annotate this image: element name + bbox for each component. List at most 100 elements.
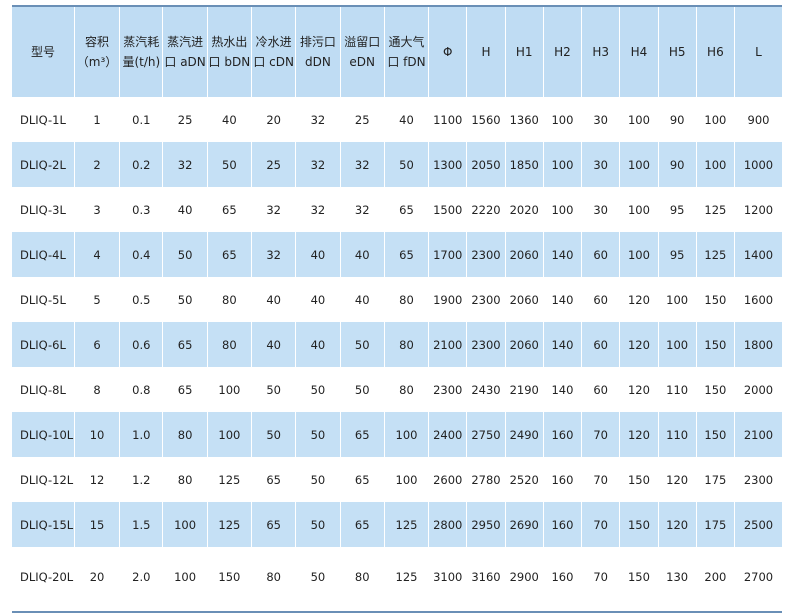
table-cell: 1.5 bbox=[119, 502, 163, 547]
column-header-line: 热水出 bbox=[211, 35, 248, 49]
table-cell: 65 bbox=[339, 412, 385, 457]
table-cell: 100 bbox=[657, 322, 697, 367]
column-header-line: Φ bbox=[443, 45, 453, 59]
table-row: DLIQ-6L 6 0.6 65 80 40 40 50 80 2100 2300 2060 140 60… bbox=[12, 322, 782, 367]
table-cell: 40 bbox=[250, 322, 296, 367]
table-cell: 140 bbox=[542, 367, 582, 412]
table-cell: 2100 bbox=[428, 322, 467, 367]
table-cell: 80 bbox=[206, 322, 252, 367]
table-cell: 4 bbox=[73, 232, 120, 277]
table-row: DLIQ-4L 4 0.4 50 65 32 40 40 65 1700 2300 2060 140 60… bbox=[12, 232, 782, 277]
table-cell: 2060 bbox=[504, 322, 544, 367]
table-cell: 40 bbox=[295, 232, 341, 277]
table-cell: 80 bbox=[162, 412, 208, 457]
column-header: 冷水进口 cDN bbox=[250, 7, 296, 97]
table-cell: 50 bbox=[295, 412, 341, 457]
table-cell: 2800 bbox=[428, 502, 467, 547]
table-cell: 1400 bbox=[734, 232, 782, 277]
table-cell: 80 bbox=[339, 547, 385, 607]
table-cell: 40 bbox=[295, 322, 341, 367]
table-cell: 80 bbox=[162, 457, 208, 502]
table-cell: 0.4 bbox=[119, 232, 163, 277]
table-cell: 900 bbox=[734, 97, 782, 142]
column-header-line: H bbox=[481, 45, 491, 59]
table-row: DLIQ-1L 1 0.1 25 40 20 32 25 40 1100 1560 1360 100 30… bbox=[12, 97, 782, 142]
column-header-line: 型号 bbox=[30, 45, 55, 59]
table-cell: 60 bbox=[581, 232, 620, 277]
table-cell: 2300 bbox=[466, 322, 506, 367]
table-cell: 2300 bbox=[466, 277, 506, 322]
column-header-line: H2 bbox=[554, 45, 571, 59]
table-cell: 150 bbox=[619, 457, 659, 502]
table-cell: 50 bbox=[295, 457, 341, 502]
table-cell: 15 bbox=[73, 502, 120, 547]
table-cell: 60 bbox=[581, 322, 620, 367]
table-cell: 0.6 bbox=[119, 322, 163, 367]
table-cell: 90 bbox=[657, 97, 697, 142]
table-cell: 125 bbox=[206, 502, 252, 547]
model-cell: DLIQ-5L bbox=[20, 292, 66, 307]
table-cell: 70 bbox=[581, 457, 620, 502]
header-row: 型号 容积 （m³） 蒸汽耗 量(t/h) 蒸汽进口 aDN 热水出口 bDN 冷水进口 cD… bbox=[12, 7, 782, 97]
column-header-line: 蒸汽耗 bbox=[123, 35, 160, 49]
table-cell: 65 bbox=[250, 502, 296, 547]
table-row: DLIQ-10L 10 1.0 80 100 50 50 65 100 2400 2750 2490 1… bbox=[12, 412, 782, 457]
table-cell: 2430 bbox=[466, 367, 506, 412]
table-cell: 32 bbox=[295, 142, 341, 187]
column-header-line: 排污口 bbox=[299, 35, 336, 49]
table-cell: 80 bbox=[383, 322, 429, 367]
table-cell: 80 bbox=[206, 277, 252, 322]
table-cell: 5 bbox=[73, 277, 120, 322]
column-header-line: 口 bDN bbox=[208, 55, 251, 69]
table-cell: 100 bbox=[695, 97, 735, 142]
table-cell: 150 bbox=[695, 277, 735, 322]
table-cell: 2690 bbox=[504, 502, 544, 547]
table-cell: 160 bbox=[542, 457, 582, 502]
table-cell: 65 bbox=[206, 187, 252, 232]
column-header-line: 溢留口 bbox=[344, 35, 381, 49]
table-cell: 2500 bbox=[734, 502, 782, 547]
table-cell: 140 bbox=[542, 232, 582, 277]
table-cell: 200 bbox=[695, 547, 735, 607]
column-header-line: 量(t/h) bbox=[122, 55, 161, 69]
table-cell: 2780 bbox=[466, 457, 506, 502]
table-cell: 100 bbox=[162, 502, 208, 547]
table-cell: 150 bbox=[619, 547, 659, 607]
table-cell: 1.2 bbox=[119, 457, 163, 502]
column-header: L bbox=[734, 7, 782, 97]
table-cell: 50 bbox=[339, 322, 385, 367]
table-cell: 50 bbox=[295, 502, 341, 547]
table-cell: 95 bbox=[657, 232, 697, 277]
table-cell: 1200 bbox=[734, 187, 782, 232]
table-cell: 160 bbox=[542, 502, 582, 547]
table-cell: 2300 bbox=[734, 457, 782, 502]
table-cell: 3160 bbox=[466, 547, 506, 607]
table-cell: 80 bbox=[250, 547, 296, 607]
column-header: H5 bbox=[657, 7, 697, 97]
table-cell: 25 bbox=[250, 142, 296, 187]
table-cell: 100 bbox=[695, 142, 735, 187]
table-cell: 1500 bbox=[428, 187, 467, 232]
table-cell: 50 bbox=[383, 142, 429, 187]
table-cell: 32 bbox=[295, 97, 341, 142]
table-cell: 50 bbox=[339, 367, 385, 412]
table-cell: 1600 bbox=[734, 277, 782, 322]
table-row: DLIQ-2L 2 0.2 32 50 25 32 32 50 1300 2050 1850 100 30… bbox=[12, 142, 782, 187]
table-cell: 1100 bbox=[428, 97, 467, 142]
column-header-line: H4 bbox=[630, 45, 648, 59]
table-cell: 2520 bbox=[504, 457, 544, 502]
table-cell: 65 bbox=[339, 457, 385, 502]
column-header: H3 bbox=[581, 7, 620, 97]
table-cell: 1560 bbox=[466, 97, 506, 142]
table-cell: 2300 bbox=[428, 367, 467, 412]
table-cell: 2600 bbox=[428, 457, 467, 502]
table-cell: 6 bbox=[73, 322, 120, 367]
column-header-line: （m³） bbox=[76, 55, 118, 69]
table-cell: 125 bbox=[206, 457, 252, 502]
table-cell: 40 bbox=[250, 277, 296, 322]
column-header: 通大气口 fDN bbox=[383, 7, 429, 97]
table-cell: 1.0 bbox=[119, 412, 163, 457]
table-cell: 150 bbox=[619, 502, 659, 547]
table-row: DLIQ-12L 12 1.2 80 125 65 50 65 100 2600 2780 2520 1… bbox=[12, 457, 782, 502]
table-cell: 2400 bbox=[428, 412, 467, 457]
